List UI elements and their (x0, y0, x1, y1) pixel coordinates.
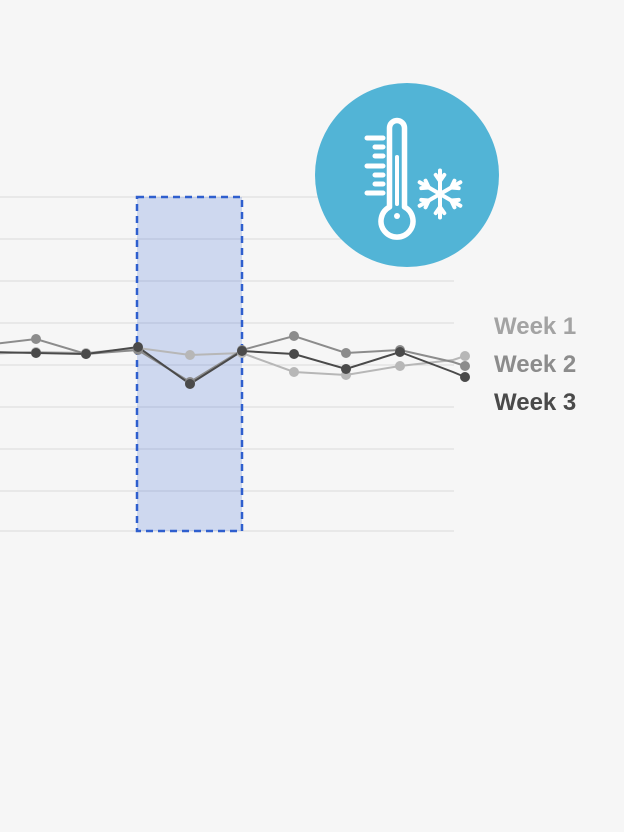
svg-text:Week 3: Week 3 (494, 389, 576, 416)
svg-text:Week 2: Week 2 (494, 351, 576, 378)
svg-text:Week 1: Week 1 (494, 313, 576, 340)
